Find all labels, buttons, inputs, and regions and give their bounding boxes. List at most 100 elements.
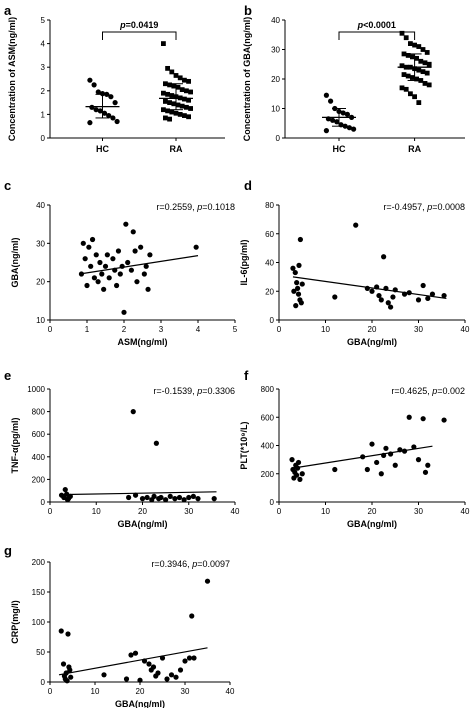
y-tick-label: 20	[271, 75, 280, 84]
x-tick-label: 4	[196, 325, 201, 334]
hc-point	[99, 91, 106, 97]
data-point	[84, 282, 90, 289]
data-point	[114, 282, 120, 289]
ra-point	[177, 75, 183, 81]
x-tick-label: 20	[136, 687, 145, 696]
panel-d-letter: d	[244, 178, 252, 193]
data-point	[104, 252, 110, 258]
ra-point	[163, 99, 168, 104]
panel-b: 0 10 20 30 40 Concentration of GBA(ng/ml) HC RA…	[242, 16, 465, 154]
data-point	[195, 496, 201, 502]
p-value: =0.002	[437, 386, 465, 396]
ra-point	[405, 73, 411, 79]
category-label: HC	[333, 144, 346, 154]
ra-point	[420, 69, 426, 75]
hc-point	[112, 100, 118, 106]
data-point	[125, 259, 131, 266]
ra-point	[186, 114, 191, 120]
x-tick-label: 0	[48, 507, 53, 516]
data-point	[130, 409, 136, 415]
data-point	[392, 462, 398, 468]
x-tick-label: 40	[231, 507, 240, 516]
y-axis-label: CRP(mg/l)	[10, 600, 20, 644]
data-point	[190, 493, 196, 499]
y-tick-label: 800	[32, 408, 46, 417]
data-point	[60, 661, 67, 667]
data-point	[93, 252, 99, 258]
ra-point	[414, 55, 419, 61]
ra-point	[401, 51, 407, 57]
ra-point	[182, 113, 187, 118]
data-point	[68, 674, 74, 680]
ra-point	[171, 101, 177, 107]
ra-point	[165, 65, 170, 71]
hc-point	[346, 125, 352, 131]
ra-point	[418, 58, 424, 64]
data-point	[378, 297, 384, 303]
data-point	[128, 267, 134, 273]
hc-point	[87, 120, 93, 126]
ra-point	[416, 100, 422, 105]
ra-point	[161, 41, 166, 46]
data-point	[415, 457, 422, 463]
panel-f-letter: f	[244, 368, 249, 383]
data-point	[164, 676, 170, 682]
data-point	[99, 271, 105, 277]
category-label: HC	[96, 144, 109, 154]
data-point	[364, 466, 370, 473]
x-tick-label: 0	[48, 325, 53, 334]
p-value: =0.0097	[197, 559, 230, 569]
ra-point	[426, 82, 432, 88]
x-tick-label: 20	[368, 507, 377, 516]
data-point	[411, 444, 417, 450]
r-value: r=0.2559,	[156, 202, 197, 212]
p-symbol: p	[196, 202, 202, 212]
ra-point	[416, 44, 422, 49]
data-point	[420, 416, 426, 422]
panel-e: 0 200 400 600 800 1000 0 10 20 30 40 TNF-α(pg/ml) GB…	[10, 385, 240, 529]
hc-point	[106, 112, 112, 119]
data-point	[126, 494, 132, 501]
y-tick-label: 3	[41, 63, 46, 72]
data-point	[299, 471, 305, 477]
data-point	[298, 300, 304, 306]
data-point	[291, 288, 297, 294]
data-point	[137, 677, 143, 683]
data-point	[369, 441, 375, 447]
x-tick-label: 1	[85, 325, 90, 334]
hc-point	[351, 126, 357, 132]
hc-point	[91, 82, 97, 88]
data-point	[332, 466, 338, 473]
significance-label: p=0.0419	[119, 20, 158, 30]
ra-point	[175, 84, 181, 90]
y-tick-label: 200	[32, 558, 46, 567]
data-point	[429, 291, 436, 297]
y-tick-label: 0	[41, 134, 46, 143]
data-point	[82, 256, 88, 262]
data-point	[297, 476, 303, 482]
p-value: =0.0008	[432, 202, 465, 212]
y-axis-label: Concentration of ASM(ng/ml)	[7, 17, 17, 141]
x-tick-label: 30	[414, 507, 423, 516]
ra-point	[184, 88, 189, 94]
data-point	[138, 244, 144, 250]
y-tick-label: 1	[41, 110, 46, 119]
data-point	[406, 414, 412, 420]
y-tick-label: 4	[41, 40, 46, 49]
regression-line	[79, 255, 199, 275]
ra-point	[424, 70, 430, 76]
r-value: r=-0.4957,	[383, 202, 427, 212]
y-tick-label: 20	[265, 287, 274, 296]
data-point	[62, 486, 68, 493]
y-tick-label: 20	[36, 278, 45, 287]
regression-line	[58, 647, 208, 676]
y-tick-label: 40	[271, 16, 280, 25]
data-point	[144, 494, 150, 501]
data-point	[89, 236, 96, 243]
p-symbol: p	[196, 386, 202, 396]
p-symbol: p	[119, 20, 126, 30]
ra-point	[167, 82, 172, 88]
data-point	[295, 291, 302, 297]
x-tick-label: 30	[414, 325, 423, 334]
